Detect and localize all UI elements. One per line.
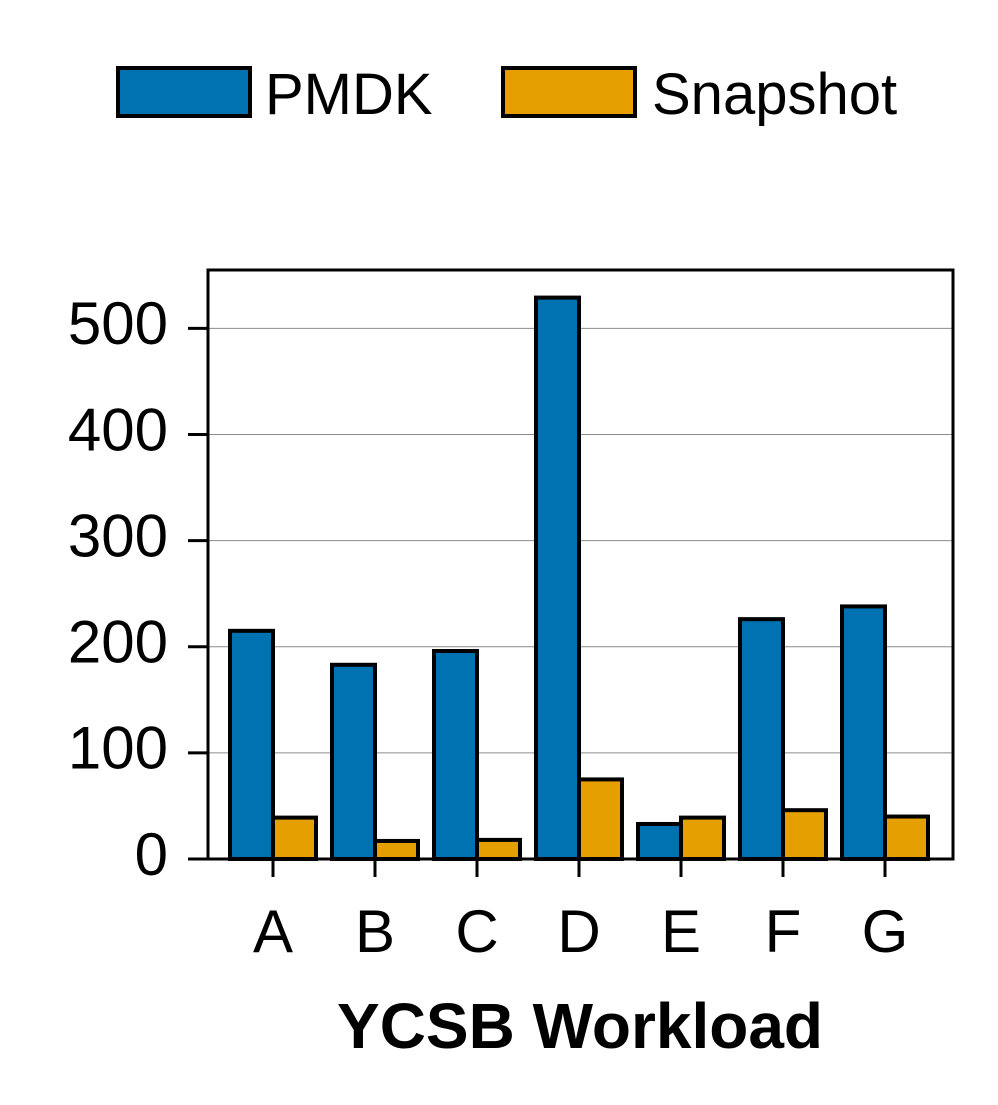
x-tick-label: F xyxy=(765,898,802,965)
x-tick-label: A xyxy=(253,898,293,965)
y-tick-label: 400 xyxy=(68,396,168,463)
y-tick-label: 500 xyxy=(68,290,168,357)
bar-pmdk-g xyxy=(840,604,887,861)
bar-snapshot-b xyxy=(373,838,420,861)
bar-pmdk-a xyxy=(228,628,275,862)
legend-swatch-snapshot xyxy=(501,66,637,118)
y-axis: 0 100 200 300 400 500 xyxy=(68,290,208,888)
x-tick-label: E xyxy=(661,898,701,965)
legend-label-snapshot: Snapshot xyxy=(652,62,897,127)
bar-pmdk-b xyxy=(330,662,377,861)
x-tick-label: B xyxy=(355,898,395,965)
legend-swatch-pmdk xyxy=(116,66,252,118)
x-axis-title: YCSB Workload xyxy=(337,990,823,1062)
bar-pmdk-e xyxy=(636,821,683,862)
bar-snapshot-g xyxy=(883,814,930,862)
bar-snapshot-d xyxy=(577,777,624,861)
bar-pmdk-d xyxy=(534,295,581,862)
bar-snapshot-c xyxy=(475,837,522,861)
y-tick-label: 100 xyxy=(68,715,168,782)
bar-snapshot-f xyxy=(781,808,828,862)
bars xyxy=(228,295,930,862)
y-tick-label: 300 xyxy=(68,502,168,569)
y-tick-label: 0 xyxy=(135,821,168,888)
bar-snapshot-a xyxy=(271,815,318,862)
legend: PMDK Snapshot xyxy=(116,62,897,127)
y-tick-label: 200 xyxy=(68,609,168,676)
bar-pmdk-c xyxy=(432,648,479,861)
legend-label-pmdk: PMDK xyxy=(265,62,433,127)
bar-pmdk-f xyxy=(738,617,785,862)
bar-snapshot-e xyxy=(679,815,726,862)
x-tick-label: C xyxy=(455,898,498,965)
x-tick-label: D xyxy=(557,898,600,965)
x-tick-label: G xyxy=(862,898,909,965)
